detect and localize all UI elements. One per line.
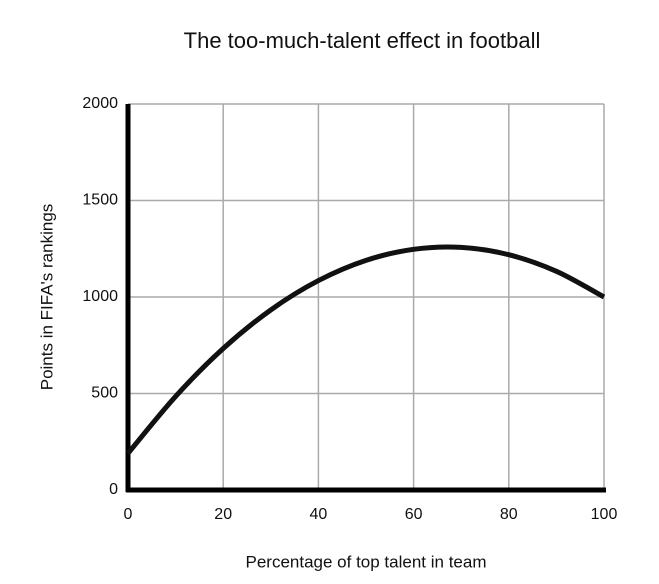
x-tick-label: 20 — [214, 506, 232, 523]
y-tick-label: 1500 — [82, 192, 118, 209]
y-tick-label: 0 — [109, 481, 118, 498]
x-tick-label: 80 — [500, 506, 518, 523]
x-tick-label: 60 — [405, 506, 423, 523]
y-axis-label: Points in FIFA's rankings — [37, 204, 56, 391]
x-tick-label: 40 — [310, 506, 328, 523]
y-tick-label: 1000 — [82, 288, 118, 305]
x-tick-label: 100 — [591, 506, 618, 523]
x-tick-label: 0 — [124, 506, 133, 523]
y-tick-label: 2000 — [82, 95, 118, 112]
y-tick-label: 500 — [91, 385, 118, 402]
data-line — [126, 244, 606, 455]
x-axis-label: Percentage of top talent in team — [246, 552, 487, 571]
chart-title: The too-much-talent effect in football — [184, 28, 541, 53]
